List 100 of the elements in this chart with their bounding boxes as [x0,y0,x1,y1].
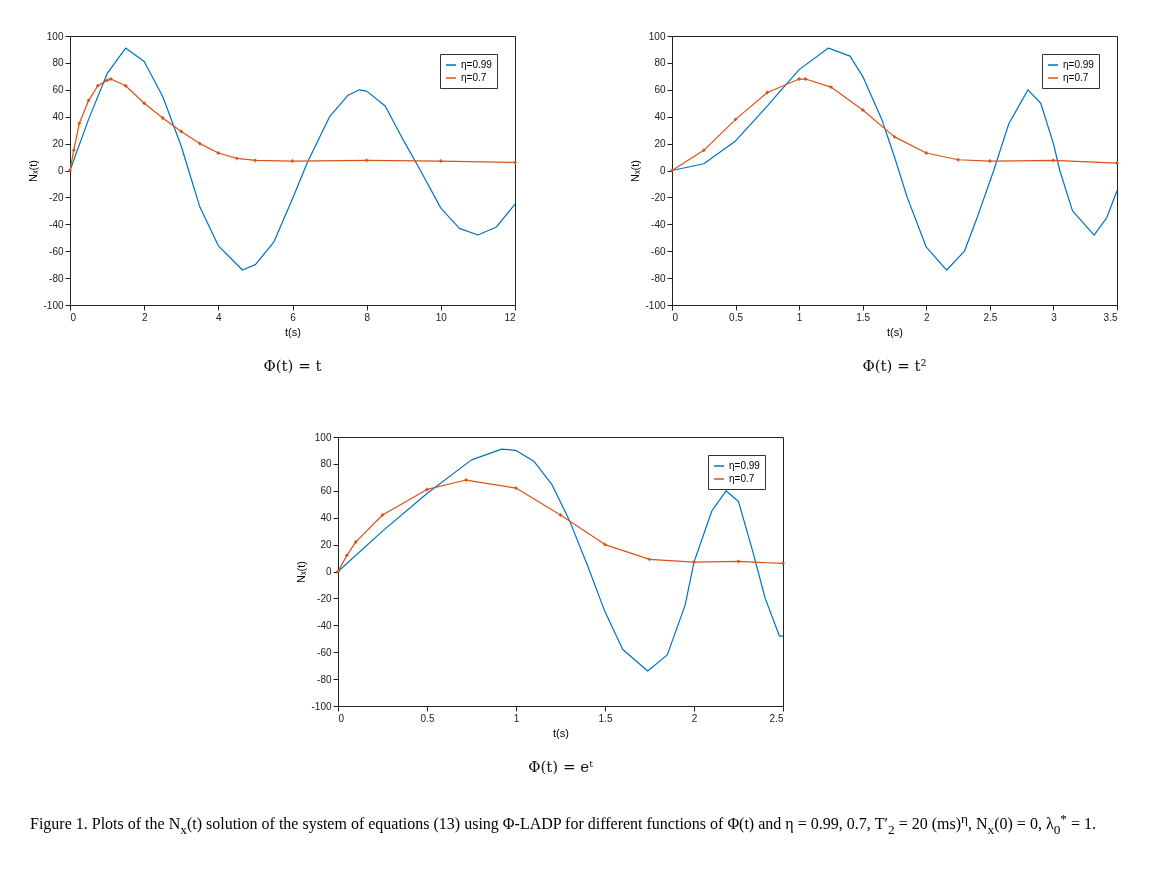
y-tick-label: 80 [320,458,332,470]
y-tick-label: 40 [320,512,332,524]
point [109,77,113,81]
point [924,151,929,155]
x-tick-label: 12 [504,311,516,323]
y-axis-title: Nₓ(t) [629,160,642,182]
point [142,101,146,105]
x-tick-label: 6 [290,311,297,323]
x-axis-title: t(s) [887,325,903,338]
y-tick-label: 20 [52,138,64,150]
x-axis-title: t(s) [285,325,301,338]
x-tick-label: 1 [796,311,803,323]
point [603,542,607,547]
text: Figure 1. Plots of the N$_{x}$(t) solution of the system of equations (13) using Φ-LADP for different functions of Φ(t) and η = 0.99, 0.7, T′$_{2}$ = 20 (ms)$^{η}$, N$_{x}$(0) = 0, λ$_{0}$$^{*}$ = 1. [30,811,1097,837]
y-tick-label: -20 [49,191,64,203]
point [692,560,696,564]
y-tick-label: -60 [49,245,64,257]
x-tick-label: 0.5 [729,311,744,323]
text: Φ(t) = eᵗ [528,758,594,776]
legend-label: η=0.99 [729,460,761,471]
point [354,540,358,544]
y-tick-label: 40 [52,111,64,123]
point [96,84,100,88]
y-tick-label: -80 [651,272,666,284]
point [803,77,808,81]
y-tick-label: -80 [317,673,332,685]
point [988,159,992,163]
point [216,151,221,155]
x-tick-label: 8 [364,311,371,323]
point [892,135,897,139]
y-tick-label: 40 [654,111,666,123]
point [160,116,165,120]
y-tick-label: 60 [654,84,666,96]
x-tick-label: 4 [216,311,223,323]
text: Φ(t) = t² [862,357,927,375]
y-tick-label: 100 [314,431,332,443]
y-tick-label: -100 [645,299,666,311]
x-tick-label: 2 [691,712,698,724]
point [781,561,785,566]
point [439,159,443,163]
x-tick-label: 1.5 [856,311,871,323]
point [514,486,518,490]
y-tick-label: -20 [317,592,332,604]
y-axis-title: Nₓ(t) [295,561,308,583]
point [345,553,349,558]
y-tick-label: -100 [311,700,332,712]
x-tick-label: 2.5 [983,311,998,323]
line-series [337,448,784,672]
x-tick-label: 2 [924,311,930,323]
y-tick-label: -80 [49,272,64,284]
x-tick-label: 1 [513,712,520,724]
y-tick-label: 100 [648,30,666,42]
point [1115,161,1119,165]
point [860,108,865,112]
y-tick-label: -60 [317,646,332,658]
y-tick-label: 0 [659,165,666,176]
legend-label: η=0.99 [1063,59,1095,70]
line-series [671,47,1118,271]
x-tick-label: 2 [141,311,148,323]
legend-label: η=0.7 [1063,72,1089,83]
point [464,478,468,482]
x-tick-label: 3.5 [1103,311,1118,323]
x-tick-label: 0 [338,712,345,724]
y-tick-label: 60 [320,485,332,497]
x-tick-label: 0 [672,311,679,323]
y-tick-label: 60 [52,84,64,96]
point [558,513,563,517]
point [290,159,295,163]
y-tick-label: 100 [46,30,64,42]
x-tick-label: 0.5 [420,712,435,724]
y-tick-label: -100 [43,299,64,311]
x-axis-title: t(s) [553,726,569,739]
point [425,487,429,492]
y-tick-label: 80 [52,57,64,69]
x-tick-label: 2.5 [769,712,784,724]
y-tick-label: 20 [654,138,666,150]
y-tick-label: 80 [654,57,666,69]
point [513,160,517,165]
point [829,85,833,89]
legend-label: η=0.99 [461,59,493,70]
x-tick-label: 10 [435,311,448,323]
x-tick-label: 0 [70,311,77,323]
y-tick-label: -20 [651,191,666,203]
y-tick-label: -40 [317,619,332,631]
y-tick-label: -40 [651,218,666,230]
legend-label: η=0.7 [729,473,755,484]
point [797,77,801,81]
x-tick-label: 3 [1051,311,1058,323]
y-tick-label: 0 [325,566,332,577]
y-tick-label: -40 [49,218,64,230]
x-tick-label: 1.5 [598,712,613,724]
point [380,513,385,517]
point [105,78,109,83]
legend-label: η=0.7 [461,72,487,83]
y-tick-label: -60 [651,245,666,257]
text: Φ(t) = t [263,357,322,375]
point [956,158,960,162]
line-series [69,47,516,271]
y-tick-label: 0 [57,165,64,176]
y-axis-title: Nₓ(t) [27,160,40,182]
